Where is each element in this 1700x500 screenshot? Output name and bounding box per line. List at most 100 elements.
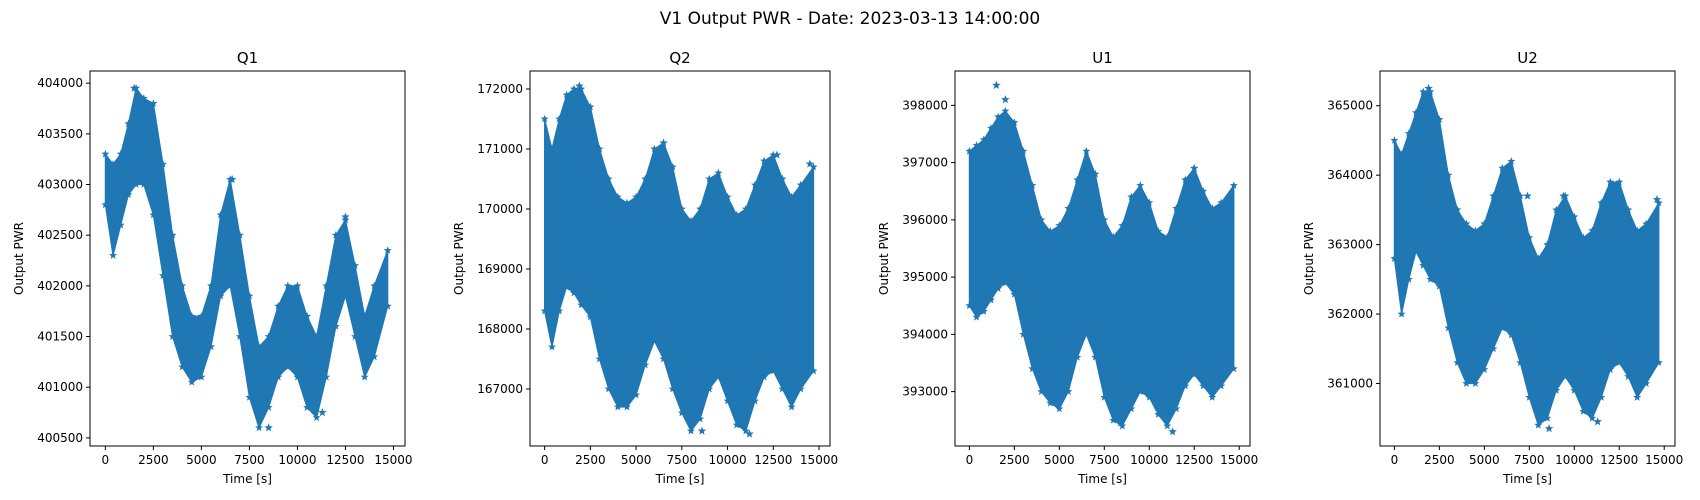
data-point bbox=[101, 200, 110, 209]
data-point bbox=[723, 396, 732, 405]
data-point bbox=[1154, 410, 1163, 418]
data-point bbox=[569, 84, 578, 93]
data-point bbox=[994, 112, 1003, 121]
data-point bbox=[1208, 393, 1217, 401]
x-tick-label: 10000 bbox=[1130, 453, 1168, 467]
outlier-point bbox=[1523, 191, 1532, 200]
data-point bbox=[1444, 170, 1453, 179]
data-point bbox=[1435, 282, 1444, 290]
data-point bbox=[207, 281, 215, 290]
data-point bbox=[341, 215, 350, 224]
data-point bbox=[1579, 233, 1588, 242]
axes-frame bbox=[954, 70, 1251, 447]
y-tick-label: 396000 bbox=[902, 213, 948, 227]
panel-title: Q1 bbox=[237, 49, 258, 67]
data-point bbox=[139, 94, 148, 102]
data-point bbox=[1480, 365, 1489, 374]
data-point bbox=[1404, 129, 1413, 137]
data-point bbox=[1426, 275, 1435, 283]
x-tick-label: 7500 bbox=[1089, 453, 1120, 467]
data-point bbox=[555, 114, 564, 123]
data-point bbox=[132, 180, 141, 188]
outlier-point bbox=[227, 174, 237, 184]
data-point bbox=[641, 174, 650, 183]
x-axis-label: Time [s] bbox=[1502, 472, 1552, 486]
data-point bbox=[1028, 181, 1037, 189]
data-point bbox=[705, 384, 714, 393]
y-tick-label: 402500 bbox=[37, 228, 83, 242]
data-point bbox=[1480, 219, 1489, 228]
x-tick-label: 7500 bbox=[667, 453, 698, 467]
x-tick-label: 2500 bbox=[1424, 453, 1455, 467]
outlier-point bbox=[1652, 194, 1662, 204]
outlier-point bbox=[264, 423, 273, 432]
data-point bbox=[264, 332, 273, 340]
data-point bbox=[1552, 386, 1561, 394]
data-point bbox=[1136, 181, 1145, 189]
data-point bbox=[613, 192, 622, 201]
data-point bbox=[1136, 387, 1145, 396]
data-point bbox=[1229, 364, 1238, 373]
data-point bbox=[1037, 387, 1046, 396]
data-point bbox=[1163, 232, 1172, 241]
data-point bbox=[1001, 106, 1010, 115]
data-point bbox=[1154, 227, 1163, 235]
data-point bbox=[1028, 364, 1037, 373]
data-point bbox=[187, 312, 196, 320]
y-tick-label: 404000 bbox=[37, 76, 83, 90]
x-tick-label: 2500 bbox=[999, 453, 1030, 467]
outlier-point bbox=[1544, 424, 1554, 433]
data-point bbox=[751, 396, 759, 405]
data-point bbox=[1172, 404, 1181, 413]
data-point bbox=[255, 423, 264, 432]
data-point bbox=[360, 372, 369, 381]
data-point bbox=[312, 332, 321, 340]
outlier-point bbox=[745, 429, 754, 438]
data-point bbox=[1579, 407, 1588, 415]
x-tick-label: 5000 bbox=[621, 453, 652, 467]
data-point bbox=[178, 362, 187, 371]
y-tick-label: 402000 bbox=[37, 279, 83, 293]
data-point bbox=[569, 288, 578, 297]
data-point bbox=[1543, 414, 1552, 422]
x-tick-label: 12500 bbox=[754, 453, 792, 467]
data-point bbox=[1471, 226, 1480, 235]
data-point bbox=[1010, 118, 1019, 126]
data-point bbox=[1199, 187, 1208, 195]
data-point bbox=[1534, 420, 1543, 429]
data-point bbox=[1082, 146, 1091, 155]
data-point bbox=[1561, 372, 1570, 380]
data-point bbox=[1633, 393, 1642, 401]
data-point bbox=[116, 149, 125, 158]
data-point bbox=[1471, 379, 1480, 387]
data-point bbox=[255, 342, 264, 351]
data-point bbox=[778, 384, 787, 393]
data-point bbox=[360, 312, 369, 320]
y-tick-label: 363000 bbox=[1327, 238, 1373, 252]
data-point bbox=[216, 210, 225, 219]
data-point bbox=[1507, 330, 1516, 339]
data-point bbox=[293, 281, 302, 290]
data-point bbox=[1588, 226, 1597, 235]
x-tick-label: 10000 bbox=[1555, 453, 1593, 467]
data-point bbox=[1453, 205, 1462, 214]
data-point bbox=[555, 306, 564, 315]
data-point bbox=[1181, 381, 1190, 390]
panel-title: Q2 bbox=[669, 49, 690, 67]
data-point bbox=[796, 384, 805, 393]
data-point bbox=[723, 192, 732, 201]
x-tick-label: 2500 bbox=[138, 453, 169, 467]
x-axis-label: Time [s] bbox=[222, 472, 272, 486]
data-point bbox=[986, 295, 995, 304]
data-point bbox=[760, 372, 769, 381]
data-point bbox=[1570, 386, 1579, 394]
data-point bbox=[116, 220, 125, 229]
data-point bbox=[1615, 358, 1624, 367]
outlier-point bbox=[772, 150, 782, 159]
x-tick-label: 2500 bbox=[575, 453, 606, 467]
y-axis-label: Output PWR bbox=[1302, 222, 1316, 295]
data-point bbox=[274, 372, 283, 381]
data-point bbox=[972, 141, 981, 149]
data-point bbox=[370, 352, 379, 361]
x-tick-label: 0 bbox=[541, 453, 549, 467]
